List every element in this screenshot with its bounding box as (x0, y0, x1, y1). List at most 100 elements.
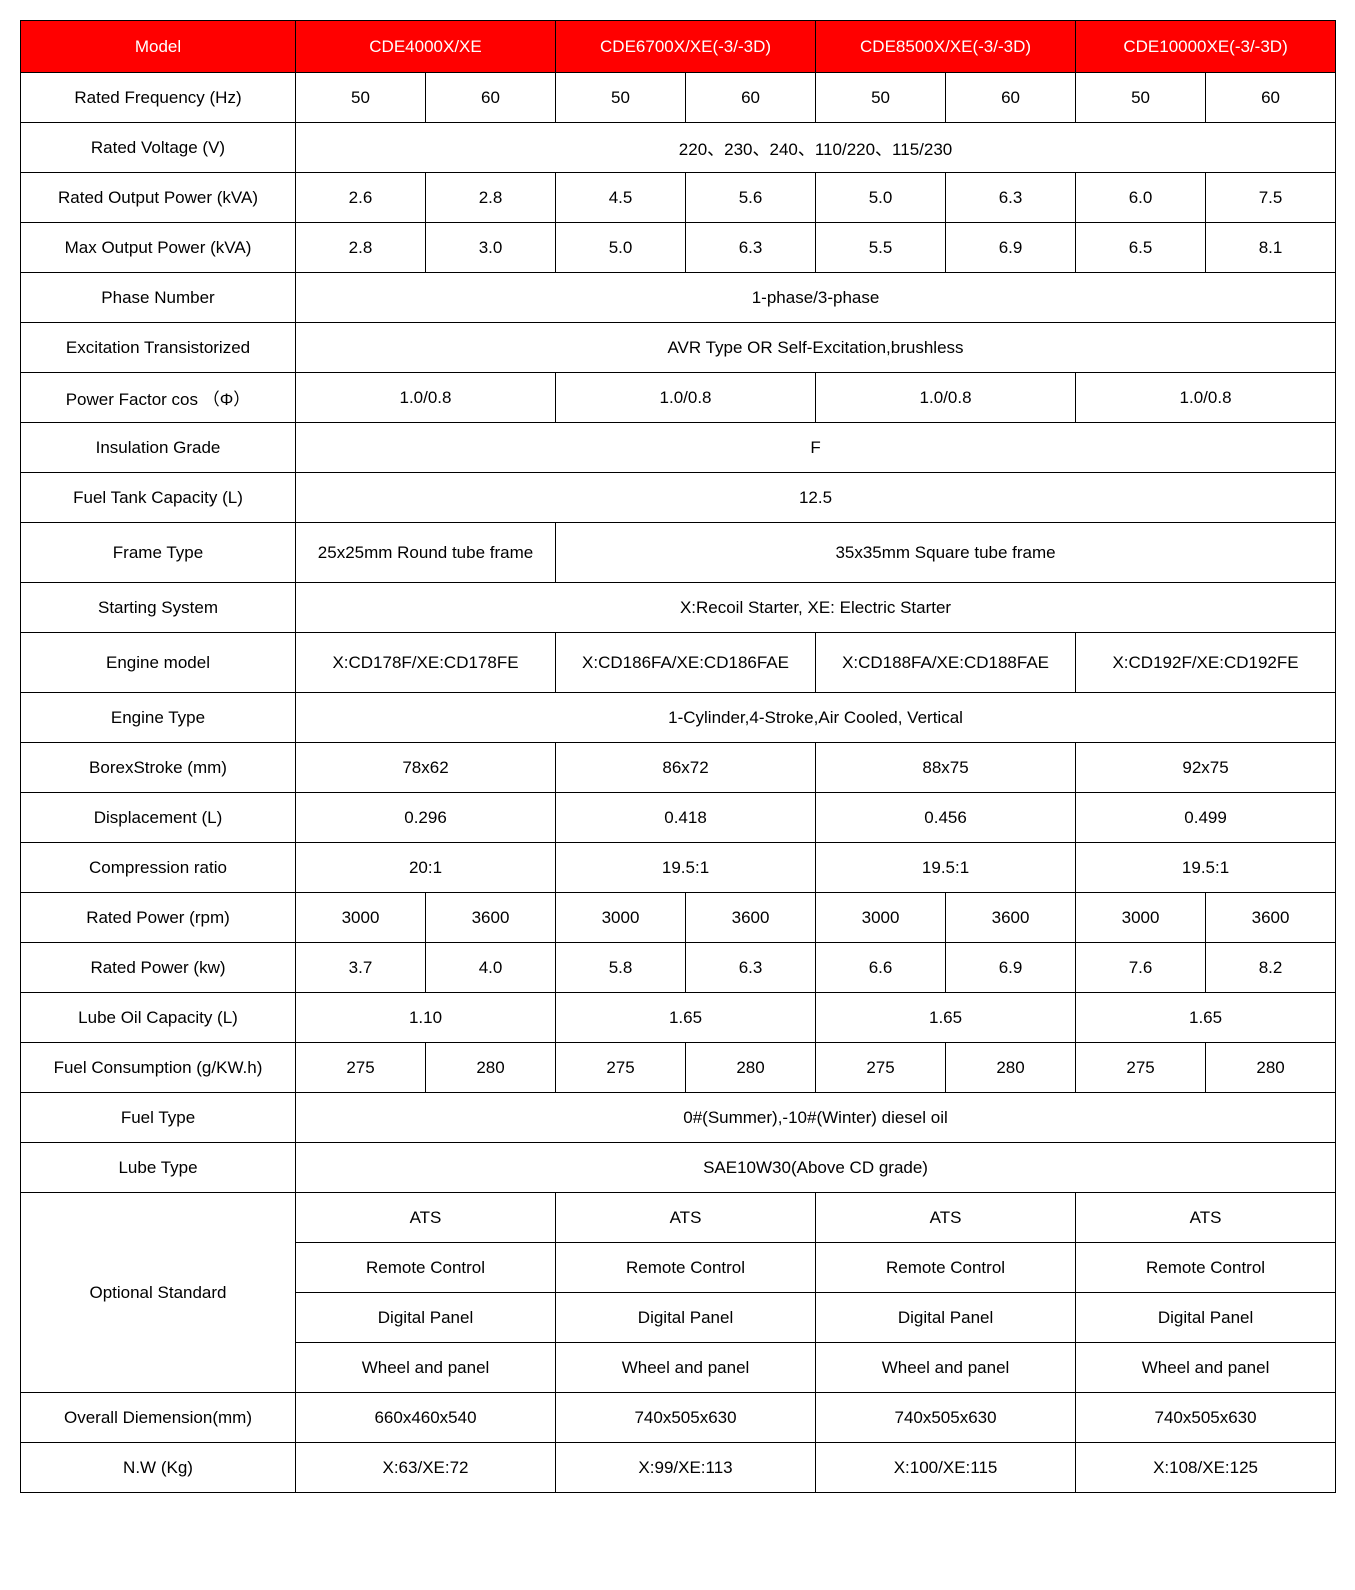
cell: 92x75 (1076, 743, 1336, 793)
cell: 280 (426, 1043, 556, 1093)
cell: 740x505x630 (1076, 1393, 1336, 1443)
row-excitation: Excitation Transistorized AVR Type OR Se… (21, 323, 1336, 373)
label: Optional Standard (21, 1193, 296, 1393)
header-model-0: CDE4000X/XE (296, 21, 556, 73)
row-nw: N.W (Kg) X:63/XE:72 X:99/XE:113 X:100/XE… (21, 1443, 1336, 1493)
row-rated-output: Rated Output Power (kVA) 2.6 2.8 4.5 5.6… (21, 173, 1336, 223)
cell: 86x72 (556, 743, 816, 793)
header-model-3: CDE10000XE(-3/-3D) (1076, 21, 1336, 73)
label: Engine model (21, 633, 296, 693)
cell: Wheel and panel (556, 1343, 816, 1393)
header-model-2: CDE8500X/XE(-3/-3D) (816, 21, 1076, 73)
cell: 5.0 (556, 223, 686, 273)
cell: AVR Type OR Self-Excitation,brushless (296, 323, 1336, 373)
label: Fuel Consumption (g/KW.h) (21, 1043, 296, 1093)
row-compression: Compression ratio 20:1 19.5:1 19.5:1 19.… (21, 843, 1336, 893)
row-dimension: Overall Diemension(mm) 660x460x540 740x5… (21, 1393, 1336, 1443)
cell: 5.5 (816, 223, 946, 273)
cell: 20:1 (296, 843, 556, 893)
cell: X:Recoil Starter, XE: Electric Starter (296, 583, 1336, 633)
cell: 7.6 (1076, 943, 1206, 993)
label: Starting System (21, 583, 296, 633)
cell: Wheel and panel (296, 1343, 556, 1393)
label: Lube Oil Capacity (L) (21, 993, 296, 1043)
cell: 2.8 (426, 173, 556, 223)
header-row: Model CDE4000X/XE CDE6700X/XE(-3/-3D) CD… (21, 21, 1336, 73)
row-phase-number: Phase Number 1-phase/3-phase (21, 273, 1336, 323)
cell: 50 (816, 73, 946, 123)
cell: 4.5 (556, 173, 686, 223)
cell: 0.418 (556, 793, 816, 843)
cell: 3600 (946, 893, 1076, 943)
cell: ATS (1076, 1193, 1336, 1243)
cell: 280 (686, 1043, 816, 1093)
label: Insulation Grade (21, 423, 296, 473)
label: Fuel Tank Capacity (L) (21, 473, 296, 523)
cell: 740x505x630 (816, 1393, 1076, 1443)
cell: Wheel and panel (816, 1343, 1076, 1393)
header-model-label: Model (21, 21, 296, 73)
row-rated-voltage: Rated Voltage (V) 220、230、240、110/220、11… (21, 123, 1336, 173)
cell: 3600 (686, 893, 816, 943)
cell: 275 (816, 1043, 946, 1093)
cell: 1.10 (296, 993, 556, 1043)
cell: ATS (556, 1193, 816, 1243)
label: N.W (Kg) (21, 1443, 296, 1493)
cell: ATS (296, 1193, 556, 1243)
cell: 78x62 (296, 743, 556, 793)
cell: 3600 (426, 893, 556, 943)
row-fuel-consumption: Fuel Consumption (g/KW.h) 275 280 275 28… (21, 1043, 1336, 1093)
cell: 0.499 (1076, 793, 1336, 843)
cell: 60 (946, 73, 1076, 123)
cell: 7.5 (1206, 173, 1336, 223)
cell: 5.6 (686, 173, 816, 223)
cell: 0.296 (296, 793, 556, 843)
cell: 3000 (296, 893, 426, 943)
cell: 6.3 (946, 173, 1076, 223)
cell: 50 (1076, 73, 1206, 123)
cell: Digital Panel (816, 1293, 1076, 1343)
row-engine-model: Engine model X:CD178F/XE:CD178FE X:CD186… (21, 633, 1336, 693)
cell: 6.5 (1076, 223, 1206, 273)
spec-table: Model CDE4000X/XE CDE6700X/XE(-3/-3D) CD… (20, 20, 1336, 1493)
row-starting: Starting System X:Recoil Starter, XE: El… (21, 583, 1336, 633)
cell: 2.6 (296, 173, 426, 223)
label: Overall Diemension(mm) (21, 1393, 296, 1443)
cell: 275 (556, 1043, 686, 1093)
cell: 5.8 (556, 943, 686, 993)
cell: ATS (816, 1193, 1076, 1243)
row-max-output: Max Output Power (kVA) 2.8 3.0 5.0 6.3 5… (21, 223, 1336, 273)
cell: 1.0/0.8 (1076, 373, 1336, 423)
cell: 1.65 (816, 993, 1076, 1043)
cell: 740x505x630 (556, 1393, 816, 1443)
cell: 0.456 (816, 793, 1076, 843)
cell: 1-Cylinder,4-Stroke,Air Cooled, Vertical (296, 693, 1336, 743)
cell: 25x25mm Round tube frame (296, 523, 556, 583)
row-fuel-type: Fuel Type 0#(Summer),-10#(Winter) diesel… (21, 1093, 1336, 1143)
cell: 3000 (556, 893, 686, 943)
cell: 6.9 (946, 223, 1076, 273)
cell: 3000 (816, 893, 946, 943)
row-optional-0: Optional Standard ATS ATS ATS ATS (21, 1193, 1336, 1243)
row-rated-power-kw: Rated Power (kw) 3.7 4.0 5.8 6.3 6.6 6.9… (21, 943, 1336, 993)
label: Max Output Power (kVA) (21, 223, 296, 273)
cell: 1.65 (556, 993, 816, 1043)
cell: 60 (426, 73, 556, 123)
cell: 3600 (1206, 893, 1336, 943)
cell: 6.3 (686, 223, 816, 273)
label: Lube Type (21, 1143, 296, 1193)
cell: 280 (1206, 1043, 1336, 1093)
cell: Digital Panel (1076, 1293, 1336, 1343)
cell: X:99/XE:113 (556, 1443, 816, 1493)
cell: 2.8 (296, 223, 426, 273)
label: Phase Number (21, 273, 296, 323)
cell: 3.0 (426, 223, 556, 273)
cell: Remote Control (816, 1243, 1076, 1293)
row-engine-type: Engine Type 1-Cylinder,4-Stroke,Air Cool… (21, 693, 1336, 743)
cell: X:CD186FA/XE:CD186FAE (556, 633, 816, 693)
cell: 60 (686, 73, 816, 123)
label: Compression ratio (21, 843, 296, 893)
cell: 35x35mm Square tube frame (556, 523, 1336, 583)
label: Frame Type (21, 523, 296, 583)
cell: 4.0 (426, 943, 556, 993)
